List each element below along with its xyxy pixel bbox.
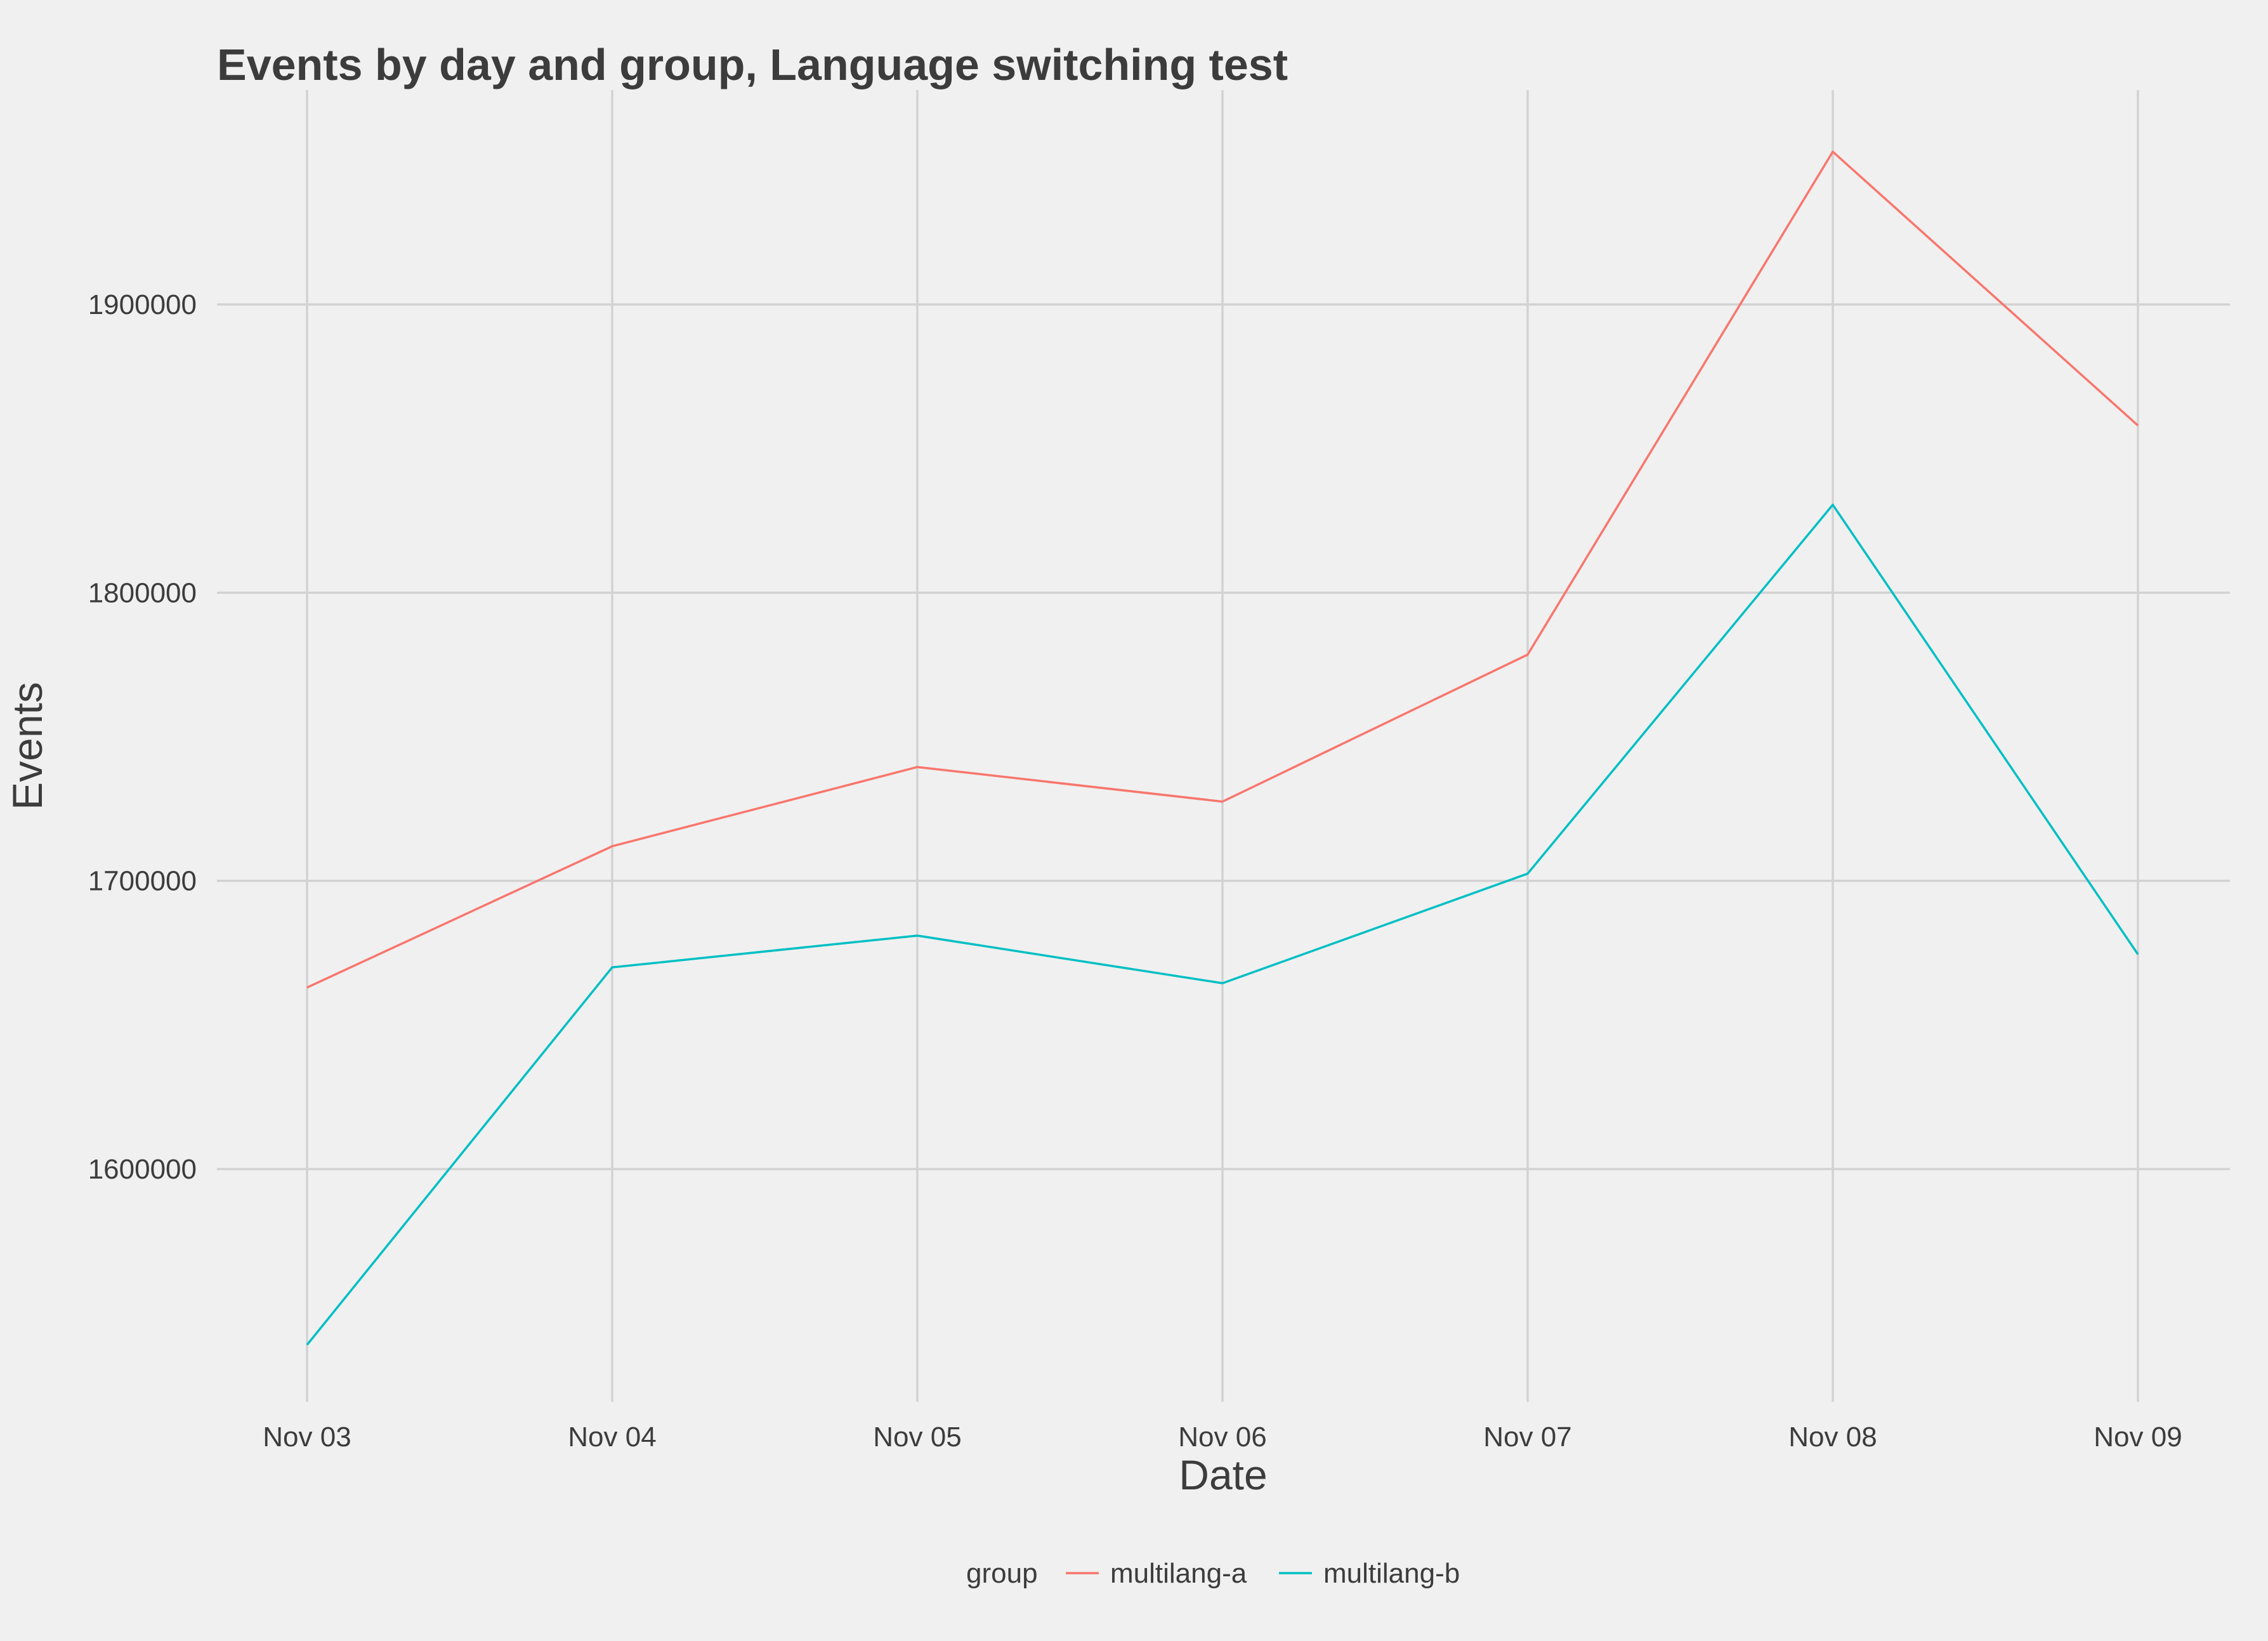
x-tick-label: Nov 08 <box>1788 1422 1877 1453</box>
legend-title: group <box>966 1558 1038 1589</box>
x-tick-label: Nov 06 <box>1178 1422 1266 1453</box>
y-tick-label: 1900000 <box>88 289 197 320</box>
chart-title: Events by day and group, Language switch… <box>217 40 1288 89</box>
x-tick-label: Nov 03 <box>263 1422 351 1453</box>
y-axis-label: Events <box>4 682 51 810</box>
x-tick-label: Nov 05 <box>873 1422 961 1453</box>
y-tick-label: 1700000 <box>88 866 197 897</box>
grid <box>217 90 2230 1402</box>
x-axis-label: Date <box>1179 1451 1267 1498</box>
legend-label-multilang-b: multilang-b <box>1323 1558 1460 1589</box>
y-axis-ticks: 1600000 1700000 1800000 1900000 <box>88 289 197 1185</box>
x-tick-label: Nov 09 <box>2094 1422 2182 1453</box>
series <box>306 150 2139 1346</box>
y-tick-label: 1800000 <box>88 577 197 608</box>
x-tick-label: Nov 07 <box>1483 1422 1571 1453</box>
y-tick-label: 1600000 <box>88 1154 197 1185</box>
legend: group multilang-a multilang-b <box>966 1558 1460 1589</box>
x-tick-label: Nov 04 <box>568 1422 656 1453</box>
series-line-multilang-a <box>306 150 2139 989</box>
series-line-multilang-b <box>306 504 2139 1346</box>
x-axis-ticks: Nov 03 Nov 04 Nov 05 Nov 06 Nov 07 Nov 08 Nov … <box>263 1422 2182 1453</box>
legend-label-multilang-a: multilang-a <box>1110 1558 1247 1589</box>
